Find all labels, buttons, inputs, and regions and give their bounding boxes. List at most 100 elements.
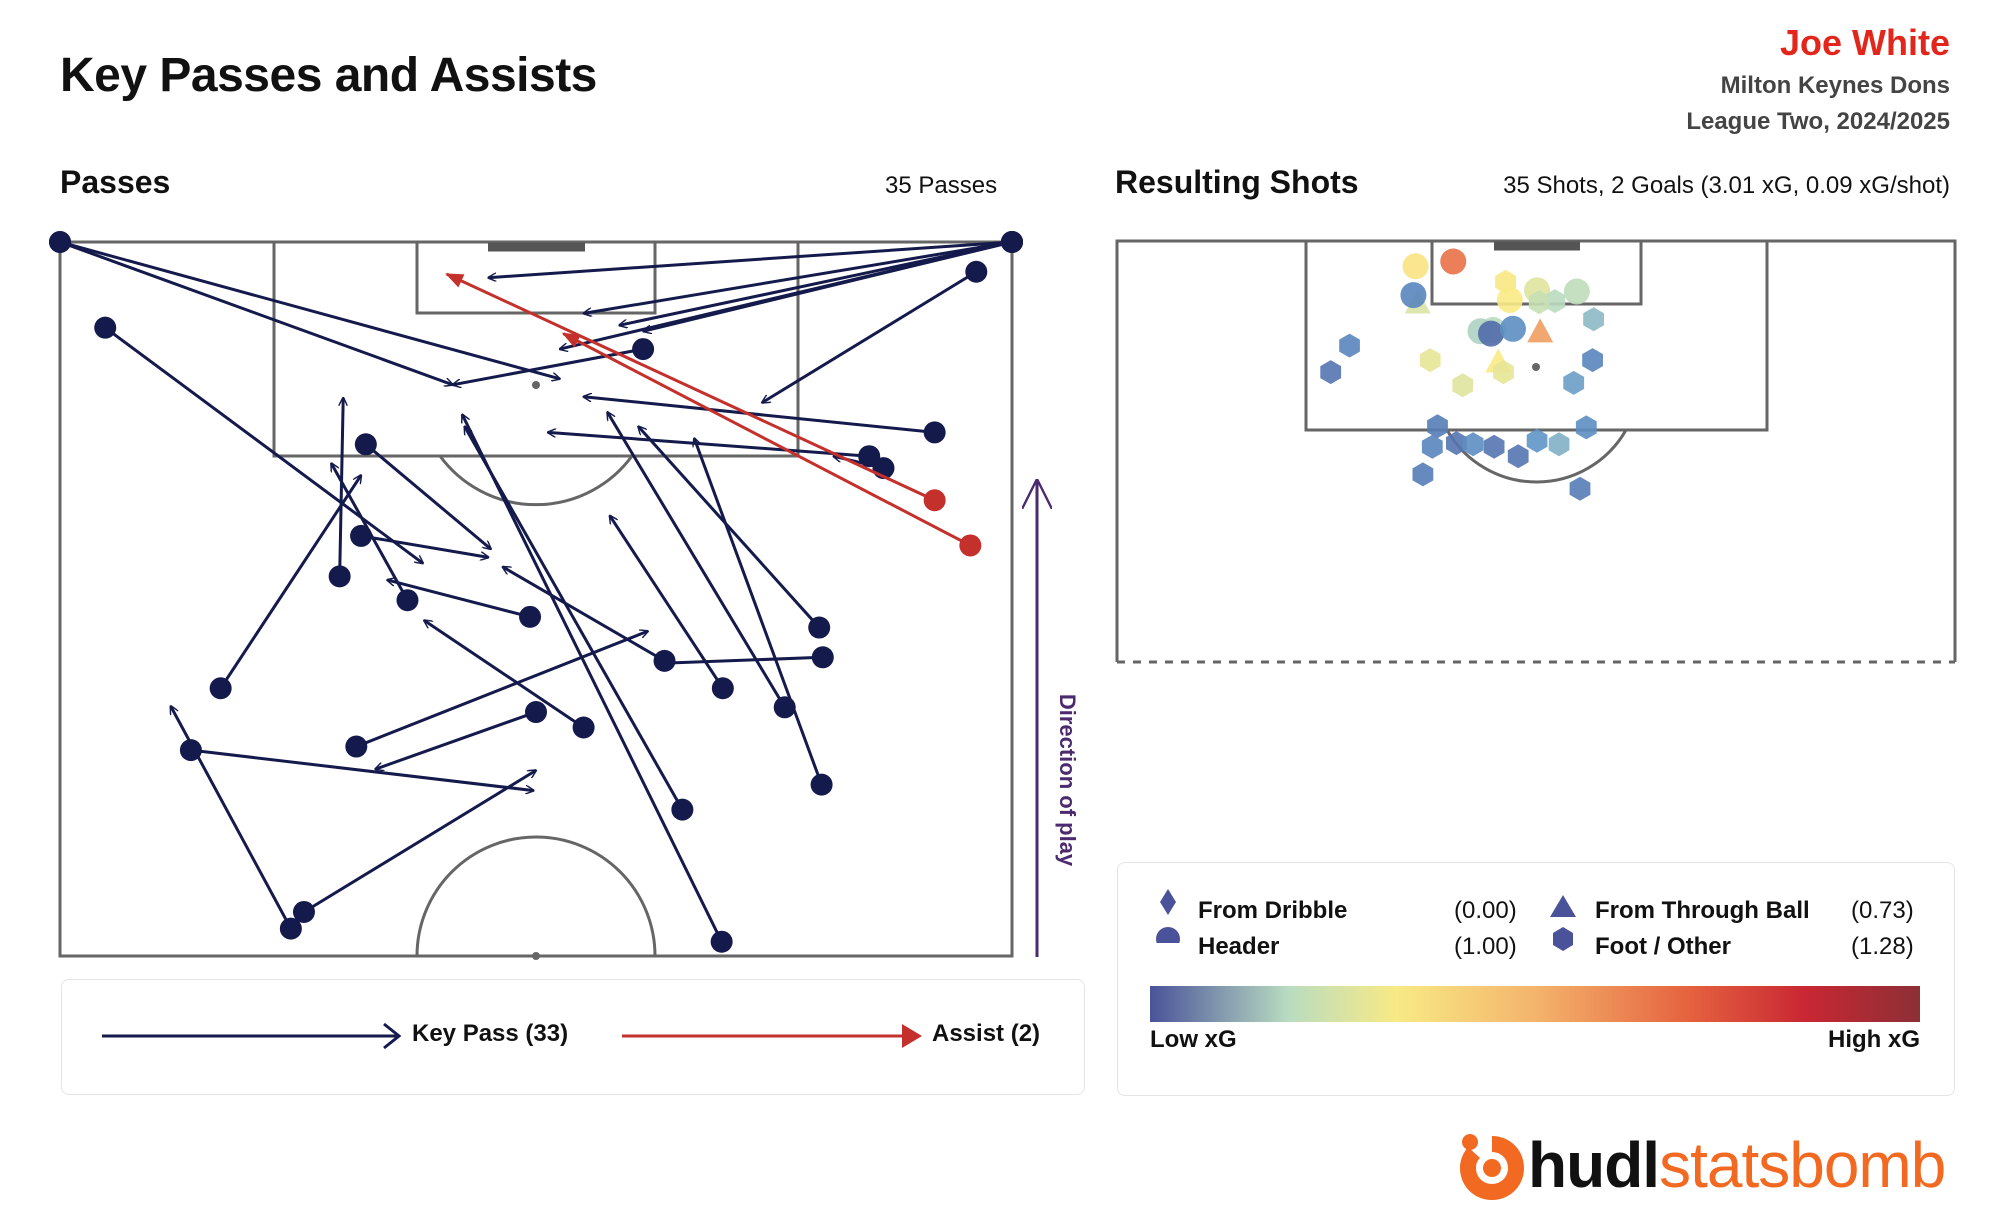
key-pass-origin [354,433,377,456]
legend-through-ball-label: From Through Ball [1595,897,1810,924]
shot-hexagon [1320,360,1342,385]
key-pass-arrow [584,397,935,434]
shot-triangle [1527,318,1554,343]
key-pass-origin [808,616,831,639]
high-xg-label: High xG [1827,1026,1920,1053]
passes-layer [49,231,1023,953]
penalty-arc [438,455,634,507]
shots-summary: 35 Shots, 2 Goals (3.01 xG, 0.09 xG/shot… [1503,172,1950,199]
direction-label: Direction of play [1055,694,1080,867]
key-pass-arrow [338,398,344,577]
player-name: Joe White [1779,22,1950,63]
key-pass-origin [328,565,351,588]
league-season: League Two, 2024/2025 [1686,108,1950,135]
key-pass-arrow [387,580,531,619]
key-pass-origin [94,316,117,339]
shot-hexagon [1483,434,1505,459]
shot-hexagon [1507,444,1529,469]
shot-hexagon [1412,462,1434,487]
key-pass-arrow [560,240,1013,349]
key-pass-origin [711,677,734,700]
key-pass-arrow [662,655,823,663]
passes-count: 35 Passes [885,172,998,199]
key-pass-arrow [360,534,488,557]
shot-hexagon [1583,307,1604,332]
key-pass-arrow [584,240,1013,313]
key-pass-arrow [548,432,870,458]
shot-hexagon [1493,360,1514,385]
six-yard-box [415,240,657,315]
legend-dribble-label: From Dribble [1198,897,1348,924]
key-pass-arrow [169,706,293,930]
key-pass-arrow [762,270,978,403]
key-pass-arrow [424,620,585,729]
key-pass-origin [923,421,946,444]
shot-hexagon [1421,434,1443,459]
key-pass-arrow [375,710,537,769]
key-pass-origin [279,917,302,940]
statsbomb-logo-icon [1460,1134,1524,1200]
passes-pitch: Direction of play [49,231,1080,960]
key-pass-legend-label: Key Pass (33) [412,1020,569,1047]
header-circle-icon [1156,927,1180,943]
key-pass-legend-arrow [383,1022,402,1050]
key-pass-origin [710,930,733,953]
key-pass-origin [965,260,988,283]
key-pass-arrow [694,438,824,786]
key-pass-arrow [503,565,666,663]
shot-hexagon [1544,289,1566,314]
hudl-statsbomb-logo: hudlstatsbomb [1528,1128,1946,1202]
key-pass-origin [292,900,315,923]
pitch-outline [58,240,1014,958]
centre-circle [415,835,657,957]
legend-header-label: Header [1198,933,1280,960]
legend-foot-value: (1.28) [1851,933,1914,960]
key-pass-arrow [488,240,1013,278]
shot-hexagon [1528,290,1550,315]
key-pass-origin [671,798,694,821]
key-pass-arrow [610,516,725,690]
shot-hexagon [1548,432,1570,457]
key-pass-arrow [219,475,361,690]
pitch-lines [58,240,1014,958]
pass-legend: Key Pass (33) Assist (2) [61,979,1085,1095]
key-pass-origin [396,589,419,612]
shot-circle [1477,320,1504,347]
assist-origin [923,489,946,512]
shot-hexagon [1446,431,1467,456]
shot-hexagon [1582,348,1603,373]
shot-hexagon [1569,476,1591,501]
shot-circle [1563,278,1590,305]
shot-circle [1496,286,1523,313]
shots-pitch [1115,239,1957,664]
key-pass-arrow [638,426,821,629]
key-pass-arrow [364,443,491,549]
key-pass-origin [350,524,373,547]
key-pass-arrow [607,412,786,709]
key-pass-arrow [59,240,453,385]
shot-hexagon [1563,370,1585,395]
shot-hexagon [1339,333,1360,358]
key-pass-origin [572,716,595,739]
key-pass-origin [209,677,232,700]
foot-hexagon-icon [1553,927,1573,951]
shots-layer [1320,248,1604,501]
assist-arrow [561,332,972,547]
shots-title: Resulting Shots [1115,164,1359,200]
shot-hexagon [1419,348,1441,373]
shot-hexagon [1575,415,1597,440]
logo-statsbomb: statsbomb [1659,1129,1946,1201]
key-pass-origin [811,646,834,669]
centre-spot [532,952,540,960]
xg-colorbar [1150,986,1920,1022]
shot-hexagon [1452,373,1474,398]
assist-origin [959,534,982,557]
key-pass-origin [345,735,368,758]
assist-arrow [445,272,936,502]
key-pass-origin [1001,231,1023,253]
low-xg-label: Low xG [1150,1026,1237,1053]
shot-hexagon [1427,414,1448,439]
key-pass-origin [810,773,833,796]
key-pass-origin [519,605,542,628]
shot-hexagon [1462,432,1484,457]
